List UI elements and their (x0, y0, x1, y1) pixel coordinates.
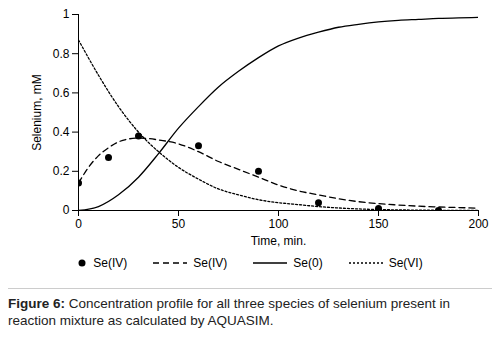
svg-text:0: 0 (63, 203, 70, 217)
svg-text:100: 100 (268, 217, 288, 231)
svg-text:0.6: 0.6 (53, 86, 70, 100)
svg-text:0.2: 0.2 (53, 164, 70, 178)
svg-text:50: 50 (172, 217, 186, 231)
svg-text:200: 200 (468, 217, 488, 231)
html-text:Se(IV): Se(IV) (93, 256, 128, 270)
svg-text:Selenium, mM: Selenium, mM (30, 74, 44, 151)
svg-text:0: 0 (75, 217, 82, 231)
html-text:Se(0): Se(0) (293, 256, 323, 270)
svg-text:Time, min.: Time, min. (251, 234, 307, 248)
svg-text:0.8: 0.8 (53, 47, 70, 61)
svg-text:1: 1 (63, 7, 70, 21)
svg-text:0.4: 0.4 (53, 125, 70, 139)
html-text:Se(IV): Se(IV) (193, 256, 228, 270)
svg-text:150: 150 (368, 217, 388, 231)
html-text:Se(VI): Se(VI) (388, 256, 423, 270)
html-text:Figure 6: Concentration profil: Figure 6: Concentration profile for all … (8, 296, 450, 328)
